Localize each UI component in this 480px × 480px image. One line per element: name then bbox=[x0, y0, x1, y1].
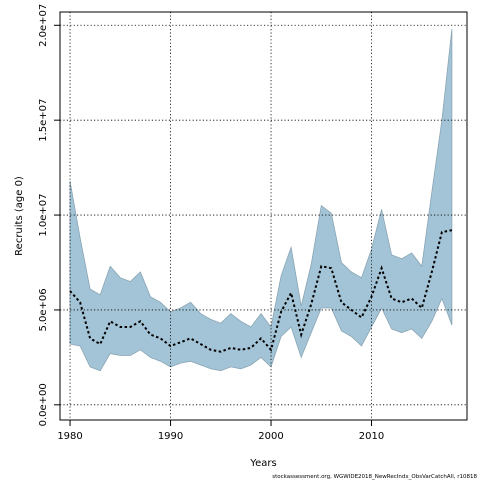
plot-area bbox=[69, 29, 453, 372]
y-axis-label: Recruits (age 0) bbox=[14, 176, 25, 256]
confidence-band bbox=[69, 29, 453, 372]
x-tick-label: 2010 bbox=[359, 431, 384, 442]
x-tick-label: 2000 bbox=[258, 431, 283, 442]
plot-frame bbox=[59, 11, 468, 421]
y-tick-label: 1.5e+07 bbox=[38, 99, 49, 142]
footer-credit: stockassessment.org, WGWIDE2018_NewRecIn… bbox=[272, 474, 477, 480]
x-tick-label: 1980 bbox=[57, 431, 82, 442]
estimate-line bbox=[69, 229, 453, 353]
y-tick-label: 2.0e+07 bbox=[38, 4, 49, 47]
axes: 1980 1990 2000 2010 0.0e+00 5.0e+06 1.0e+07 1.5… bbox=[38, 4, 384, 442]
y-tick-label: 1.0e+07 bbox=[38, 193, 49, 236]
y-tick-label: 5.0e+06 bbox=[38, 288, 49, 331]
x-tick-label: 1990 bbox=[158, 431, 183, 442]
grid bbox=[60, 12, 467, 420]
y-tick-label: 0.0e+00 bbox=[38, 383, 49, 426]
x-axis-label: Years bbox=[249, 458, 276, 469]
